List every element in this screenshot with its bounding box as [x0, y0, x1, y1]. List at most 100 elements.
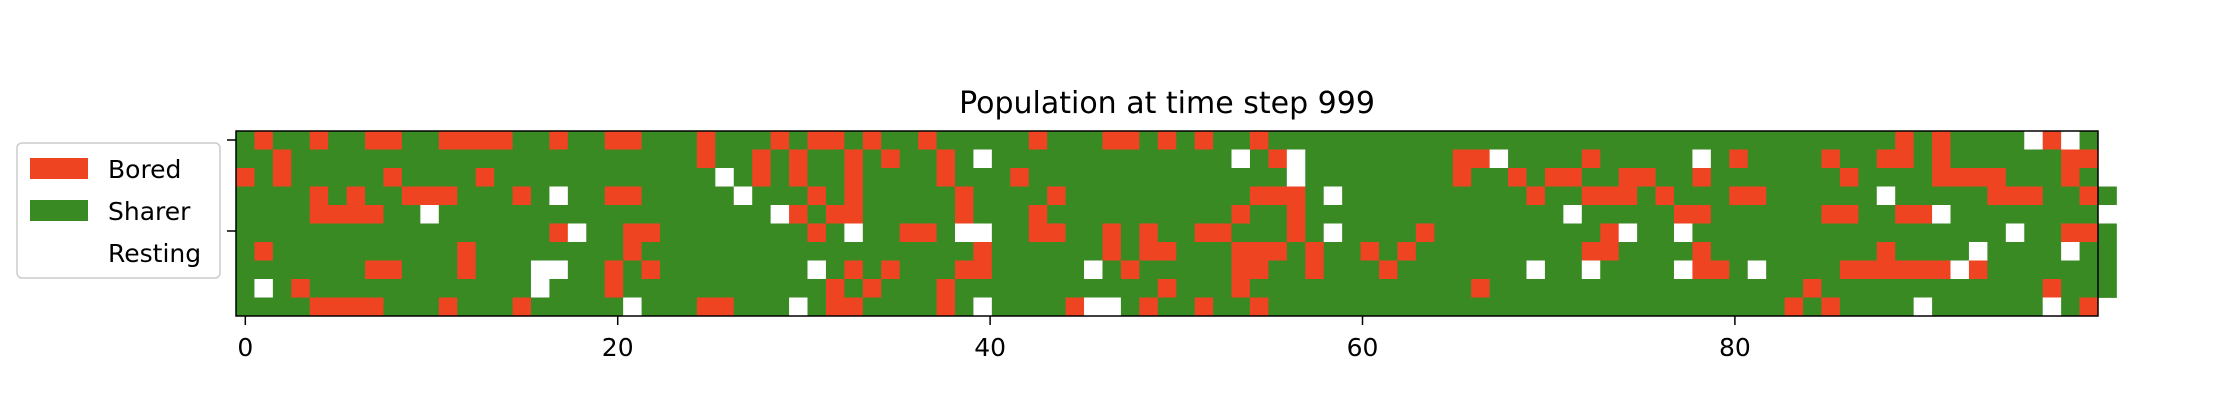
heatmap-cell — [733, 260, 753, 280]
heatmap-cell — [1360, 149, 1380, 169]
heatmap-cell — [494, 297, 513, 317]
heatmap-cell — [1729, 205, 1749, 224]
heatmap-cell — [1987, 168, 2007, 187]
heatmap-cell — [733, 205, 753, 224]
heatmap-cell — [1047, 279, 1067, 298]
heatmap-cell — [1360, 242, 1380, 261]
heatmap-cell — [1065, 131, 1085, 150]
heatmap-cell — [549, 131, 569, 150]
heatmap-cell — [1544, 205, 1564, 224]
heatmap-cell — [1729, 131, 1749, 150]
heatmap-cell — [2005, 149, 2025, 169]
heatmap-cell — [1028, 205, 1048, 224]
heatmap-cell — [1526, 168, 1546, 187]
heatmap-cell — [1526, 131, 1546, 150]
heatmap-cell — [660, 168, 679, 187]
heatmap-cell — [1102, 186, 1122, 206]
heatmap-cell — [1157, 168, 1177, 187]
legend-label-bored: Bored — [108, 155, 181, 184]
heatmap-cell — [1139, 168, 1159, 187]
heatmap-cell — [236, 168, 255, 187]
heatmap-cell — [696, 149, 716, 169]
heatmap-cell — [2079, 279, 2099, 298]
heatmap-cell — [1286, 168, 1306, 187]
heatmap-cell — [383, 149, 403, 169]
heatmap-cell — [1821, 260, 1841, 280]
heatmap-cell — [1102, 223, 1122, 243]
heatmap-cell — [1157, 205, 1177, 224]
heatmap-cell — [1268, 223, 1288, 243]
heatmap-cell — [1563, 149, 1583, 169]
heatmap-cell — [2079, 297, 2099, 317]
heatmap-cell — [1581, 149, 1601, 169]
heatmap-cell — [2005, 205, 2025, 224]
heatmap-cell — [1360, 260, 1380, 280]
heatmap-cells — [236, 131, 2117, 317]
heatmap-cell — [1637, 205, 1656, 224]
heatmap-cell — [1434, 131, 1454, 150]
heatmap-cell — [1600, 242, 1620, 261]
heatmap-cell — [1544, 297, 1564, 317]
legend-label-resting: Resting — [108, 239, 201, 268]
heatmap-cell — [512, 205, 532, 224]
heatmap-cell — [586, 205, 606, 224]
heatmap-cell — [936, 168, 956, 187]
heatmap-cell — [954, 205, 974, 224]
heatmap-cell — [973, 168, 993, 187]
heatmap-cell — [1858, 223, 1878, 243]
heatmap-cell — [401, 242, 421, 261]
legend-swatch-bored — [30, 158, 88, 179]
heatmap-cell — [1784, 149, 1804, 169]
heatmap-cell — [438, 223, 458, 243]
heatmap-cell — [567, 223, 587, 243]
heatmap-cell — [1766, 186, 1785, 206]
heatmap-cell — [678, 223, 698, 243]
heatmap-cell — [1563, 131, 1583, 150]
heatmap-cell — [918, 279, 937, 298]
heatmap-cell — [309, 260, 329, 280]
heatmap-cell — [1213, 131, 1232, 150]
heatmap-cell — [586, 186, 606, 206]
heatmap-cell — [1397, 242, 1417, 261]
heatmap-cell — [1526, 223, 1546, 243]
heatmap-cell — [586, 279, 606, 298]
heatmap-cell — [1655, 149, 1675, 169]
heatmap-cell — [530, 205, 550, 224]
heatmap-cell — [1120, 242, 1140, 261]
heatmap-cell — [1655, 242, 1675, 261]
heatmap-cell — [1213, 149, 1232, 169]
heatmap-cell — [2024, 168, 2044, 187]
heatmap-cell — [678, 205, 698, 224]
heatmap-cell — [1747, 131, 1767, 150]
heatmap-cell — [1323, 168, 1343, 187]
heatmap-cell — [1747, 297, 1767, 317]
heatmap-cell — [1673, 242, 1693, 261]
heatmap-cell — [1176, 279, 1196, 298]
heatmap-cell — [789, 279, 808, 298]
heatmap-cell — [1932, 131, 1951, 150]
heatmap-cell — [2024, 242, 2044, 261]
heatmap-cell — [1526, 149, 1546, 169]
heatmap-cell — [1323, 149, 1343, 169]
heatmap-cell — [1139, 186, 1159, 206]
heatmap-cell — [1268, 242, 1288, 261]
heatmap-cell — [660, 186, 679, 206]
heatmap-cell — [807, 242, 827, 261]
heatmap-cell — [1157, 260, 1177, 280]
heatmap-cell — [1508, 205, 1527, 224]
heatmap-cell — [2042, 260, 2062, 280]
heatmap-cell — [512, 186, 532, 206]
heatmap-cell — [328, 223, 348, 243]
heatmap-cell — [918, 149, 937, 169]
heatmap-cell — [586, 242, 606, 261]
heatmap-cell — [1821, 297, 1841, 317]
heatmap-cell — [457, 205, 477, 224]
heatmap-cell — [401, 168, 421, 187]
heatmap-cell — [1397, 168, 1417, 187]
heatmap-cell — [1581, 260, 1601, 280]
heatmap-cell — [1231, 186, 1251, 206]
heatmap-cell — [512, 279, 532, 298]
heatmap-cell — [1452, 242, 1472, 261]
heatmap-cell — [1139, 149, 1159, 169]
heatmap-cell — [1821, 149, 1841, 169]
